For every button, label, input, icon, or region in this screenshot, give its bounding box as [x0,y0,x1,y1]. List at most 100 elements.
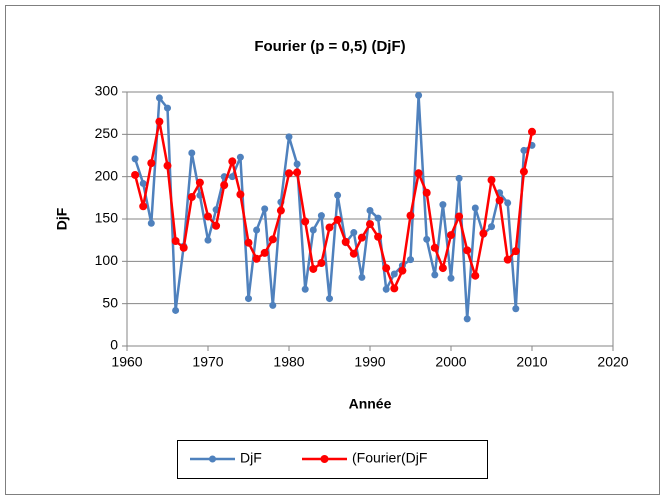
data-point [463,315,471,323]
series-line [133,121,534,292]
legend-marker [209,455,216,463]
data-point [349,249,358,258]
data-point [245,295,252,303]
data-point [407,256,414,264]
data-point [236,190,245,199]
data-point [357,233,366,242]
data-point [528,127,536,136]
data-point [463,246,472,255]
data-point [325,223,334,232]
data-point [398,266,407,275]
data-point [341,237,350,246]
y-tick-label: 50 [102,294,118,310]
y-tick-label: 300 [95,83,119,99]
data-point [471,271,480,280]
data-point [431,271,439,279]
data-point [228,173,236,181]
data-point [204,212,212,221]
data-point [414,169,423,178]
data-point [415,91,423,99]
data-point [350,229,358,237]
data-point [171,237,180,246]
data-point [471,204,479,212]
legend-marker [320,455,329,463]
data-point [244,238,253,247]
data-point [131,155,139,163]
data-point [455,174,463,182]
data-point [479,229,488,238]
data-point [188,149,196,157]
data-point [374,214,382,222]
legend-label: DjF [240,450,262,466]
data-point [204,236,212,244]
data-point [430,243,439,252]
data-point [253,226,261,234]
data-point [326,295,333,303]
x-tick-label: 2010 [516,354,547,370]
data-point [390,270,398,278]
data-point [503,255,512,264]
data-point [487,176,496,185]
data-point [512,305,520,313]
data-point [212,221,221,230]
data-point [260,248,269,257]
data-point [147,219,155,227]
data-point [333,215,342,224]
y-tick-label: 150 [95,210,119,226]
data-point [390,284,399,293]
y-axis-label: DjF [54,207,70,230]
data-point [293,160,301,168]
x-tick-label: 1980 [273,354,304,370]
chart-title: Fourier (p = 0,5) (DjF) [254,38,405,55]
data-point [309,264,318,273]
y-tick-label: 100 [95,252,119,268]
legend-label: (Fourier(DjF [352,450,427,466]
data-point [261,205,269,213]
data-point [155,117,164,126]
data-point [139,202,148,211]
data-point [423,235,431,243]
data-point [285,169,293,178]
data-point [301,285,309,293]
data-point [139,179,147,187]
data-point [511,247,520,256]
data-point [155,94,163,102]
data-point [252,254,261,263]
data-point [520,146,528,154]
y-tick-label: 250 [95,125,119,141]
data-point [293,168,302,177]
data-point [187,192,196,201]
data-point [309,226,317,234]
plot-border [126,91,614,347]
data-point [285,133,293,141]
x-tick-label: 1990 [354,354,385,370]
data-point [268,235,277,244]
data-point [317,259,326,268]
data-point [439,201,447,209]
data-point [366,207,374,215]
data-point [488,223,495,231]
y-tick-label: 200 [95,167,119,183]
data-point [269,301,277,309]
y-tick-label: 0 [110,337,118,353]
data-point [220,181,229,190]
data-point [301,217,310,226]
data-point [147,159,156,168]
data-point [504,199,512,207]
data-point [455,212,464,221]
data-point [334,191,342,199]
x-tick-label: 1960 [111,354,142,370]
x-tick-label: 2000 [435,354,466,370]
data-point [179,243,188,252]
data-point [236,153,244,161]
data-point [519,167,528,176]
data-point [164,104,171,112]
data-point [382,264,391,273]
data-point [317,212,325,220]
data-point [422,188,431,197]
data-point [195,178,204,187]
x-tick-label: 2020 [597,354,628,370]
data-point [382,285,390,293]
data-point [366,220,374,229]
data-point [163,161,172,170]
